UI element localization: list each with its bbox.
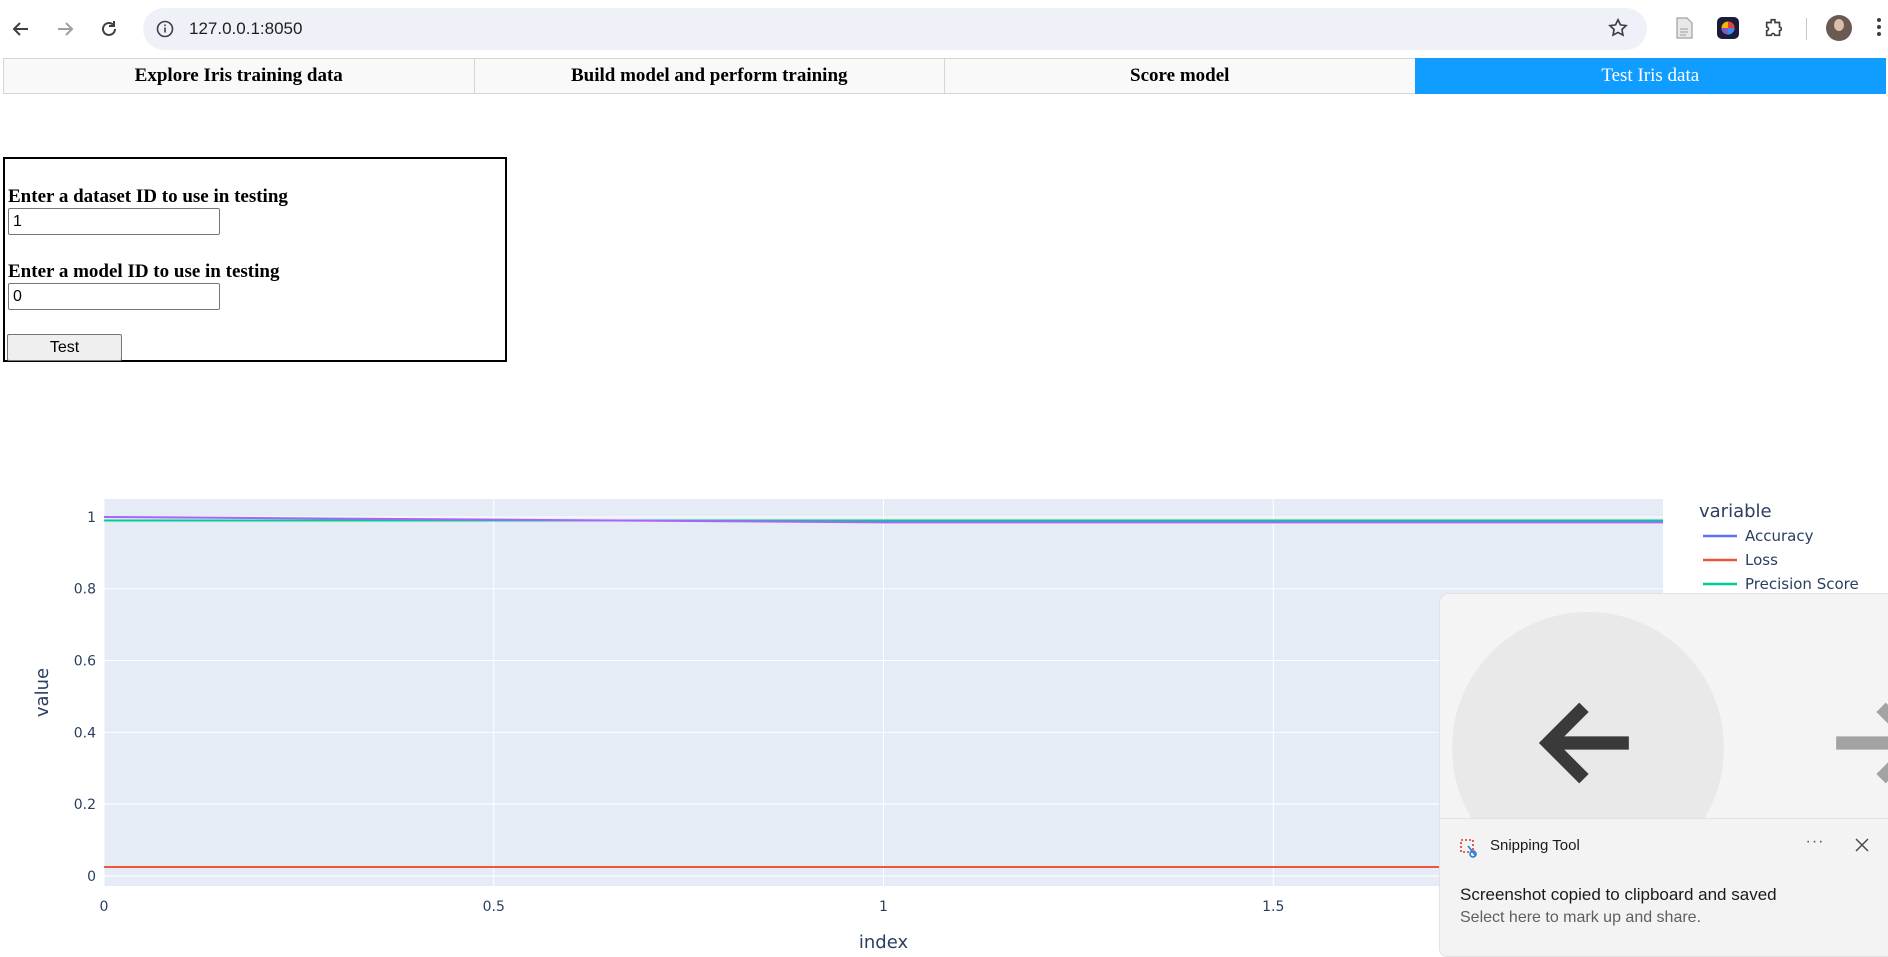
toolbar-separator bbox=[1806, 18, 1807, 40]
x-tick-label: 0.5 bbox=[483, 899, 505, 915]
metrics-chart: 0 0.2 0.4 0.6 0.8 1 0 0.5 1 1.5 index value variable… bbox=[0, 480, 1888, 957]
dataset-id-input[interactable] bbox=[8, 208, 220, 235]
y-tick-label: 0.4 bbox=[74, 725, 96, 741]
model-id-input[interactable] bbox=[8, 283, 220, 310]
back-button[interactable] bbox=[4, 12, 38, 46]
legend-item: Loss bbox=[1745, 551, 1778, 569]
test-button[interactable]: Test bbox=[7, 334, 122, 361]
y-tick-label: 0.2 bbox=[74, 797, 96, 813]
y-tick-label: 0.6 bbox=[74, 654, 96, 670]
snip-preview[interactable] bbox=[1439, 593, 1888, 819]
colorful-extension-icon[interactable] bbox=[1714, 14, 1742, 42]
reload-button[interactable] bbox=[92, 12, 126, 46]
address-bar[interactable]: 127.0.0.1:8050 bbox=[143, 8, 1647, 50]
snipping-tool-icon bbox=[1460, 839, 1480, 859]
x-tick-label: 1 bbox=[879, 899, 888, 915]
tab-test[interactable]: Test Iris data bbox=[1414, 58, 1886, 94]
site-info-icon[interactable] bbox=[153, 17, 177, 41]
browser-toolbar: 127.0.0.1:8050 bbox=[0, 0, 1888, 57]
y-tick-label: 0.8 bbox=[74, 582, 96, 598]
line-chart-svg: 0 0.2 0.4 0.6 0.8 1 0 0.5 1 1.5 index value variable… bbox=[32, 499, 1859, 953]
tab-score[interactable]: Score model bbox=[944, 58, 1416, 94]
extensions-puzzle-icon[interactable] bbox=[1760, 14, 1788, 42]
reload-icon bbox=[102, 21, 116, 36]
tab-build[interactable]: Build model and perform training bbox=[473, 58, 945, 94]
y-tick-label: 0 bbox=[87, 869, 96, 885]
close-icon bbox=[1855, 838, 1869, 852]
notification-sub-message: Select here to mark up and share. bbox=[1460, 909, 1702, 926]
test-form: Enter a dataset ID to use in testing Ent… bbox=[3, 157, 507, 362]
url-text[interactable]: 127.0.0.1:8050 bbox=[189, 19, 303, 38]
x-tick-label: 1.5 bbox=[1262, 899, 1284, 915]
back-arrow-icon bbox=[12, 22, 28, 36]
notification-message: Screenshot copied to clipboard and saved bbox=[1460, 885, 1777, 904]
legend-item: Accuracy bbox=[1745, 527, 1814, 545]
bookmark-star-icon[interactable] bbox=[1607, 17, 1631, 41]
profile-avatar[interactable] bbox=[1826, 15, 1852, 41]
dataset-id-label: Enter a dataset ID to use in testing bbox=[8, 186, 288, 207]
tab-explore[interactable]: Explore Iris training data bbox=[3, 58, 475, 94]
close-notification-button[interactable] bbox=[1850, 833, 1874, 857]
forward-arrow-icon bbox=[58, 22, 74, 36]
model-id-label: Enter a model ID to use in testing bbox=[8, 261, 280, 282]
app-tabs: Explore Iris training data Build model a… bbox=[3, 58, 1886, 94]
legend-title: variable bbox=[1699, 501, 1772, 522]
snipping-tool-notification[interactable]: Snipping Tool ··· Screenshot copied to c… bbox=[1439, 818, 1888, 957]
preview-circle bbox=[1452, 612, 1724, 819]
notification-app-name: Snipping Tool bbox=[1490, 837, 1580, 854]
preview-forward-arrow-icon bbox=[1836, 702, 1888, 784]
preview-back-arrow-icon bbox=[1538, 702, 1629, 784]
legend-item: Precision Score bbox=[1745, 575, 1859, 593]
more-options-button[interactable]: ··· bbox=[1805, 833, 1825, 850]
document-extension-icon[interactable] bbox=[1670, 14, 1698, 42]
forward-button[interactable] bbox=[48, 12, 82, 46]
x-axis-title: index bbox=[859, 932, 909, 953]
browser-menu-icon[interactable] bbox=[1876, 18, 1882, 40]
series-line-unnamed bbox=[103, 515, 1663, 524]
x-tick-label: 0 bbox=[100, 899, 109, 915]
y-tick-label: 1 bbox=[87, 510, 96, 526]
y-axis-title: value bbox=[32, 668, 53, 717]
